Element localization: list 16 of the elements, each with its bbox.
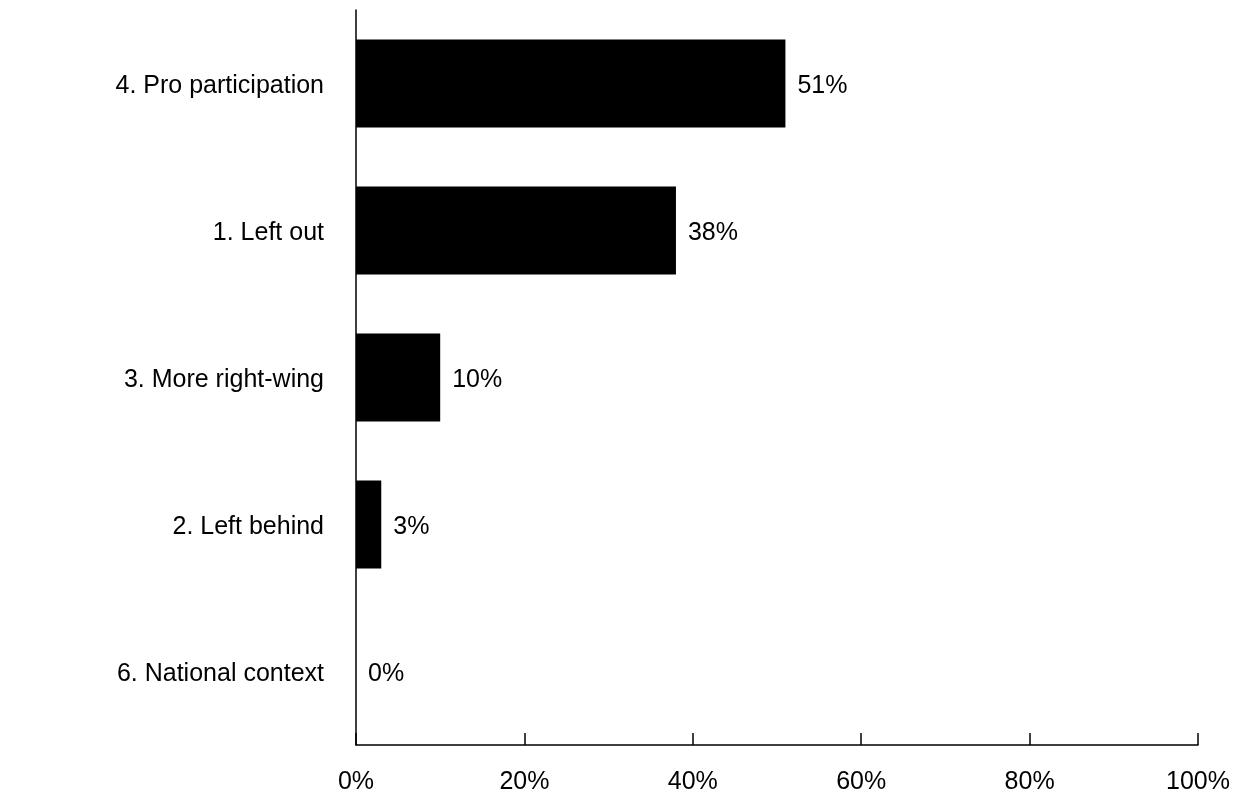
x-tick-label: 40% (667, 765, 718, 794)
y-tick-label: 6. National context (116, 657, 325, 686)
y-tick-label: 2. Left behind (172, 510, 324, 539)
data-label: 0% (368, 657, 405, 686)
data-label: 10% (452, 363, 503, 392)
y-tick-label: 4. Pro participation (115, 69, 324, 98)
x-tick-label: 100% (1166, 765, 1230, 794)
data-label: 38% (687, 216, 739, 245)
x-tick-label: 0% (337, 765, 375, 794)
x-tick-label: 60% (836, 765, 887, 794)
x-tick-label: 80% (1004, 765, 1055, 794)
data-label: 3% (393, 510, 430, 539)
data-label: 51% (797, 69, 848, 98)
y-tick-label: 3. More right-wing (123, 363, 324, 392)
y-tick-label: 1. Left out (212, 216, 325, 245)
x-tick-label: 20% (499, 765, 550, 794)
